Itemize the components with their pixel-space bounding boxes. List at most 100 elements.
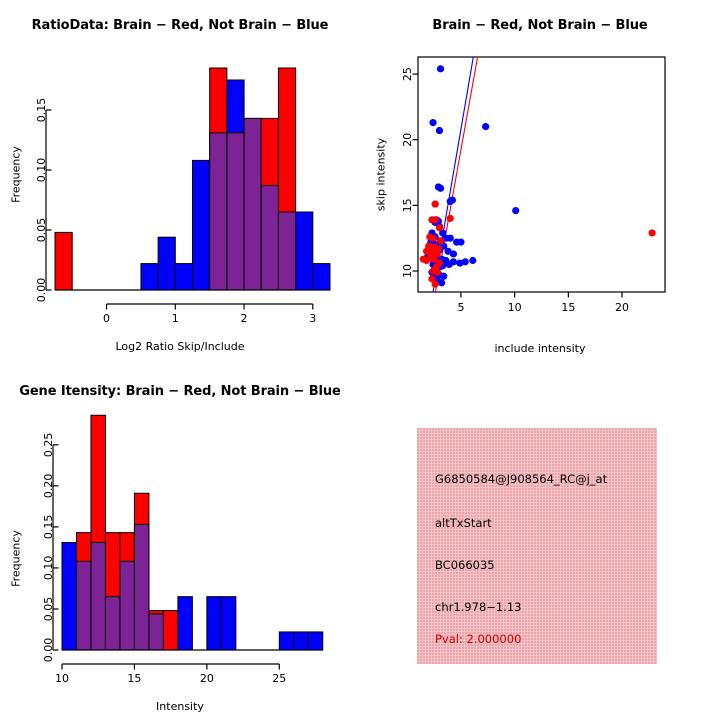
scatter-point [436,65,445,73]
y-axis-tick-label: 25 [401,67,414,81]
y-axis-tick-label: 0.15 [42,515,55,540]
hist-bar [312,263,331,291]
x-axis-tick-label: 20 [615,301,629,314]
hist-bar [293,631,309,651]
scatter-point [436,184,445,192]
scatter-title: Brain − Red, Not Brain − Blue [432,18,648,33]
info-accession: BC066035 [435,558,495,572]
x-axis-tick-label: 25 [272,672,286,685]
scatter-point [446,197,454,206]
scatter-point [512,207,520,215]
y-axis-tick-label: 0.00 [35,278,48,303]
y-axis-tick-label: 20 [401,133,414,147]
y-axis-tick-label: 10 [401,264,414,278]
probeset-info-panel: G6850584@J908564_RC@j_at altTxStart BC06… [417,428,657,664]
scatter-point [449,250,458,258]
x-axis-tick-label: 0 [103,312,110,325]
hist-bar-overlap [209,132,228,291]
hist-bar-overlap [104,596,121,651]
hist-bar-overlap [133,523,150,651]
y-axis-tick-label: 0.10 [42,556,55,581]
ratio-histogram-canvas: 0.00 0.05 0.10 0.15 0 1 2 3 [35,67,331,325]
panel-ratio-histogram: RatioData: Brain − Red, Not Brain − Blue… [0,0,360,362]
hist-bar-overlap [119,560,135,651]
gene-histogram-title: Gene Itensity: Brain − Red, Not Brain − … [19,384,341,399]
hist-bar-overlap [90,541,106,651]
scatter-point [461,258,469,266]
scatter-point [457,238,465,246]
hist-bar-overlap [277,211,297,291]
hist-bar [140,263,159,291]
hist-bar [295,211,314,291]
scatter-point [431,280,439,288]
scatter-point [439,229,447,237]
info-locus: chr1.978−1.13 [435,600,522,614]
info-event-type: altTxStart [435,516,492,530]
hist-bar-overlap [260,185,279,291]
scatter-point [469,256,477,265]
ratio-histogram-xlabel: Log2 Ratio Skip/Include [115,340,245,353]
x-axis-tick-label: 10 [55,672,69,685]
scatter-canvas: 10 15 20 25 5 10 15 20 [401,56,666,314]
hist-group: 0.00 0.05 0.10 0.15 0 1 2 3 [35,67,331,325]
y-axis-tick-label: 0.05 [42,597,55,622]
scatter-point [446,214,454,223]
x-axis-tick-label: 2 [241,312,248,325]
gene-histogram-ylabel: Frequency [9,530,23,587]
scatter-point [444,247,452,255]
hist-bar [162,610,179,651]
hist-bar [206,596,222,651]
ratio-histogram-title: RatioData: Brain − Red, Not Brain − Blue [31,18,329,33]
scatter-point [482,122,490,131]
scatter-point [431,200,439,208]
scatter-group: 10 15 20 25 5 10 15 20 [401,56,666,314]
scatter-point [433,250,441,258]
hist-bar [278,631,295,651]
scatter-point [431,216,439,224]
hist-bar [220,596,237,651]
scatter-point [438,279,446,287]
x-axis-tick-label: 5 [457,301,464,314]
ratio-histogram-ylabel: Frequency [9,146,23,203]
scatter-point [436,237,445,245]
y-axis-tick-label: 0.20 [42,474,55,499]
hist-bar-overlap [148,613,164,651]
x-axis-tick-label: 3 [309,312,316,325]
x-axis-tick-label: 15 [561,301,575,314]
info-pval: Pval: 2.000000 [435,632,522,646]
y-axis-tick-label: 0.25 [42,433,55,458]
hist-bar-overlap [226,132,245,291]
hist-bar [177,596,193,651]
scatter-point [435,224,444,232]
hist-bar [174,263,193,291]
panel-gene-histogram: Gene Itensity: Brain − Red, Not Brain − … [0,362,360,720]
scatter-xlabel: include intensity [494,342,586,355]
scatter-point [433,268,441,276]
scatter-point [429,234,437,242]
hist-group: 0.00 0.05 0.10 0.15 0.20 0.25 10 15 20 25 [42,414,324,685]
scatter-point [440,272,448,280]
y-axis-tick-label: 15 [401,198,414,212]
gene-histogram-xlabel: Intensity [156,700,204,713]
panel-scatter: Brain − Red, Not Brain − Blue 10 15 20 25 5 1… [360,0,720,362]
scatter-point [435,126,444,135]
scatter-point [445,260,453,269]
hist-bar-overlap [243,117,262,291]
scatter-point [648,229,656,237]
y-axis-tick-label: 0.05 [35,218,48,243]
x-axis-tick-label: 10 [508,301,522,314]
scatter-point [430,255,438,263]
y-axis-tick-label: 0.10 [35,158,48,183]
hist-bar [61,541,77,651]
x-axis-tick-label: 1 [172,312,179,325]
x-axis-tick-label: 15 [127,672,141,685]
scatter-ylabel: skip intensity [374,137,388,212]
hist-bar [157,236,176,291]
y-axis-tick-label: 0.00 [42,638,55,663]
hist-bar [54,231,73,291]
fit-line [434,57,479,292]
scatter-point [429,119,437,127]
y-axis-tick-label: 0.15 [35,98,48,123]
hist-bar [307,631,324,651]
